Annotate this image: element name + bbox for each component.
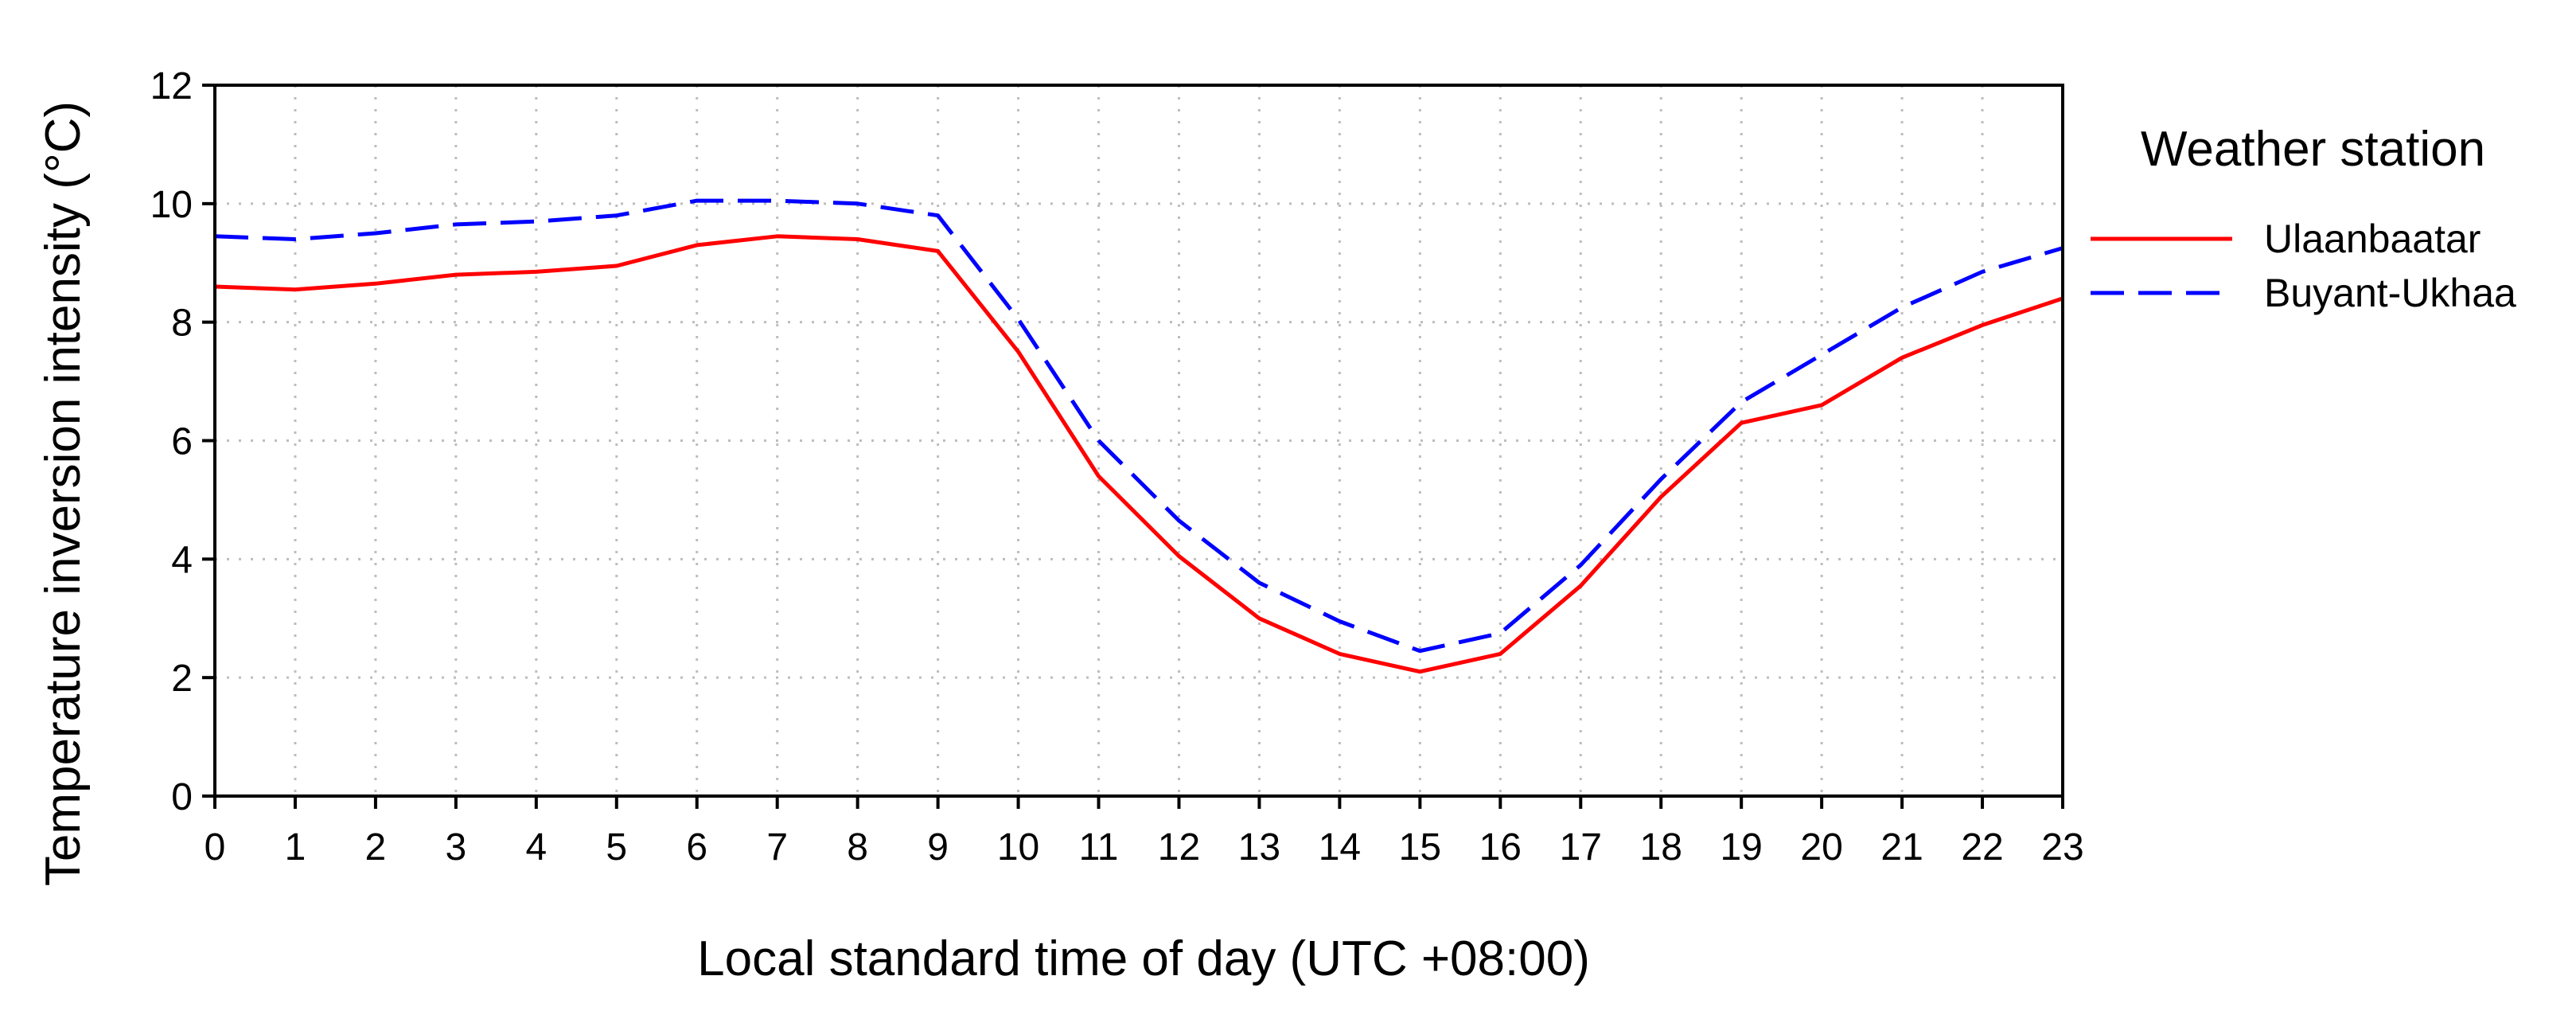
x-tick-label: 9 [927,826,949,869]
x-tick-label: 13 [1238,826,1280,869]
x-tick-label: 16 [1479,826,1522,869]
x-tick-label: 6 [686,826,707,869]
legend-label: Buyant-Ukhaa [2264,271,2516,315]
x-tick-label: 1 [285,826,306,869]
x-tick-label: 23 [2041,826,2083,869]
x-tick-label: 8 [847,826,868,869]
x-tick-label: 17 [1560,826,1602,869]
x-tick-label: 21 [1880,826,1923,869]
y-tick-label: 2 [171,658,193,700]
x-tick-label: 19 [1720,826,1762,869]
x-tick-label: 11 [1079,826,1119,869]
plot-frame [213,84,2064,798]
series-lines [214,198,2064,674]
series-line-ulaanbaatar [214,234,2064,674]
x-tick-label: 4 [525,826,547,869]
x-tick-label: 5 [606,826,627,869]
x-tick-label: 22 [1961,826,2003,869]
series-line-buyant-ukhaa [214,198,2064,654]
x-axis-title: Local standard time of day (UTC +08:00) [697,931,1590,986]
y-tick-label: 6 [171,421,193,463]
x-tick-label: 7 [766,826,788,869]
y-tick-label: 4 [171,539,193,581]
y-tick-label: 12 [150,65,193,107]
x-tick-label: 18 [1640,826,1682,869]
x-tick-label: 12 [1158,826,1200,869]
x-tick-label: 15 [1399,826,1441,869]
x-tick-label: 3 [446,826,467,869]
x-tick-label: 0 [205,826,226,869]
legend-title: Weather station [2141,122,2485,177]
y-tick-label: 0 [171,776,193,818]
x-tick-label: 2 [365,826,387,869]
x-tick-label: 20 [1800,826,1842,869]
gridlines [215,85,2063,796]
y-axis-title: Temperature inversion intensity (°C) [36,101,91,886]
legend-label: Ulaanbaatar [2264,217,2481,261]
y-tick-label: 10 [150,184,193,226]
y-tick-label: 8 [171,303,193,345]
x-tick-label: 14 [1319,826,1361,869]
x-tick-label: 10 [997,826,1039,869]
legend: Weather station Ulaanbaatar Buyant-Ukhaa [2091,122,2516,315]
